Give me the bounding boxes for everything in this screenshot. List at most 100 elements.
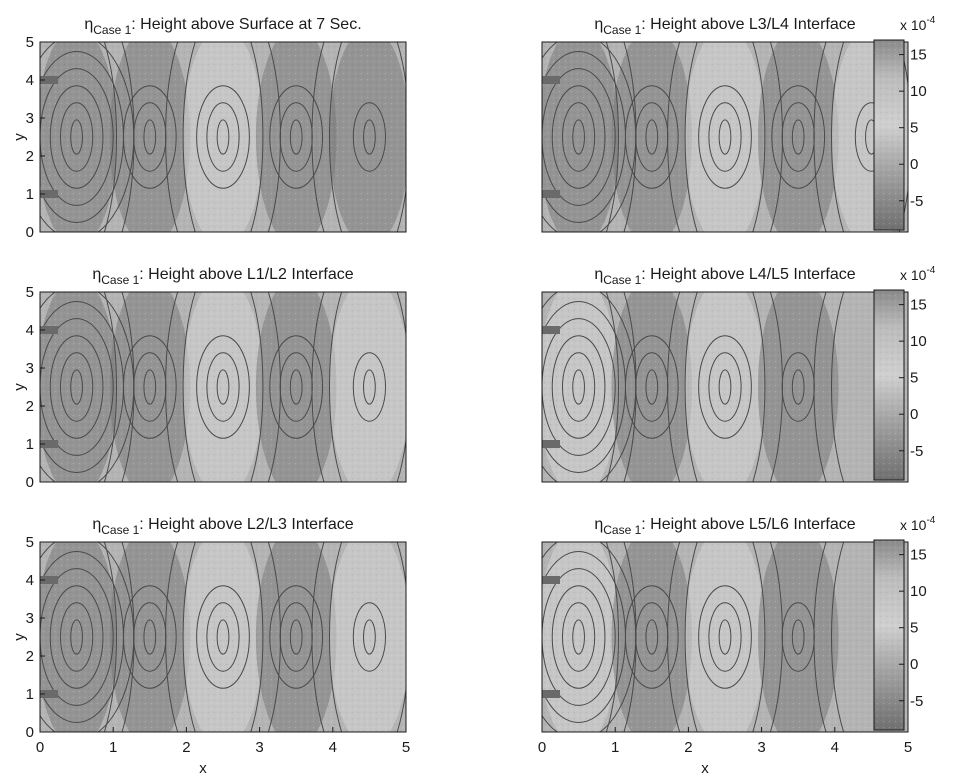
contour-line	[645, 119, 659, 155]
contour-line	[415, 542, 427, 732]
contour-line	[752, 542, 766, 732]
contour-line	[605, 542, 619, 732]
contour-line	[831, 292, 845, 482]
contour-line	[561, 602, 596, 672]
y-tick-label: 2	[26, 148, 34, 165]
colorbar-tick-label: -5	[910, 193, 923, 210]
contour-line	[289, 619, 303, 655]
plot-area	[541, 541, 909, 733]
inlet-mark	[542, 440, 560, 448]
contour-line	[561, 102, 596, 172]
colorbar: 15 10 5 0 -5 x 10-4	[873, 265, 936, 481]
contour-line	[269, 335, 324, 439]
contour-line	[329, 42, 343, 232]
inlet-mark	[40, 440, 58, 448]
y-tick-label: 2	[26, 648, 34, 665]
contour-line	[396, 542, 406, 732]
plot-frame	[39, 541, 407, 733]
y-axis-label: y	[11, 133, 28, 141]
contour-line	[542, 68, 616, 206]
colorbar-tick-label: 5	[910, 370, 918, 387]
contour-line	[165, 292, 179, 482]
plot-frame	[541, 291, 909, 483]
contour-line	[752, 42, 766, 232]
contour-line	[103, 542, 117, 732]
contour-line	[396, 42, 406, 232]
x-tick-label: 4	[831, 739, 839, 756]
y-tick-label: 4	[26, 72, 34, 89]
contour-line	[311, 42, 325, 232]
colorbar-tick-label: 10	[910, 583, 927, 600]
contour-line	[791, 619, 805, 655]
contour-line	[684, 292, 698, 482]
contour-line	[182, 542, 196, 732]
y-tick-label: 2	[26, 398, 34, 415]
contour-line	[623, 42, 637, 232]
contour-line	[791, 119, 805, 155]
plot-frame	[39, 41, 407, 233]
contour-line	[572, 369, 585, 405]
contour-line	[551, 335, 606, 439]
contour-line	[623, 542, 637, 732]
contour-line	[645, 369, 659, 405]
x-axis-label: x	[701, 760, 709, 777]
contour-line	[542, 318, 616, 456]
contour-line	[269, 85, 324, 189]
contour-line	[752, 292, 766, 482]
contour-line	[561, 352, 596, 422]
contour-line	[216, 369, 230, 405]
plot-area	[541, 41, 909, 233]
plot-frame	[541, 541, 909, 733]
contour-line	[708, 602, 742, 672]
contour-line	[267, 542, 281, 732]
contour-line	[605, 292, 619, 482]
contour-line	[352, 352, 387, 422]
y-tick-label: 3	[26, 360, 34, 377]
contour-line	[551, 585, 606, 689]
contour-line	[103, 292, 117, 482]
colorbar-multiplier: x 10-4	[900, 15, 936, 33]
colorbar: 15 10 5 0 -5 x 10-4	[873, 515, 936, 731]
contour-line	[363, 619, 376, 655]
contour-line	[121, 542, 135, 732]
contour-line	[624, 85, 679, 189]
contour-line	[143, 119, 157, 155]
contour-line	[70, 619, 83, 655]
contour-line	[698, 585, 752, 689]
inlet-mark	[542, 326, 560, 334]
contour-line	[70, 369, 83, 405]
x-tick-label: 3	[757, 739, 765, 756]
contour-line	[698, 85, 752, 189]
contour-line	[415, 292, 427, 482]
y-tick-label: 3	[26, 610, 34, 627]
plot-area	[39, 291, 427, 483]
panel-6: ηCase 1: Height above L5/L6 Interface 0 1 2…	[538, 515, 936, 777]
inlet-mark	[542, 576, 560, 584]
contour-line	[182, 42, 196, 232]
contour-line	[684, 42, 698, 232]
panel-title: ηCase 1: Height above L3/L4 Interface	[594, 16, 855, 37]
contour-line	[182, 292, 196, 482]
contour-line	[645, 619, 659, 655]
inlet-mark	[40, 690, 58, 698]
contour-line	[769, 542, 783, 732]
y-tick-label: 4	[26, 572, 34, 589]
panel-5: ηCase 1: Height above L2/L3 Interface 0 1 2…	[11, 516, 427, 777]
colorbar-multiplier: x 10-4	[900, 265, 936, 283]
contour-line	[196, 335, 250, 439]
panel-title: ηCase 1: Height above L5/L6 Interface	[594, 516, 855, 537]
contour-line	[267, 292, 281, 482]
y-tick-label: 1	[26, 686, 34, 703]
panel-4: ηCase 1: Height above L4/L5 Interface151…	[541, 265, 936, 483]
contour-line	[624, 585, 679, 689]
x-tick-label: 2	[182, 739, 190, 756]
contour-line	[572, 619, 585, 655]
contour-line	[196, 85, 250, 189]
contour-line	[771, 85, 826, 189]
contour-line	[250, 542, 264, 732]
x-tick-label: 1	[611, 739, 619, 756]
contour-line	[165, 42, 179, 232]
contour-line	[269, 585, 324, 689]
contour-line	[206, 102, 240, 172]
contour-line	[250, 42, 264, 232]
